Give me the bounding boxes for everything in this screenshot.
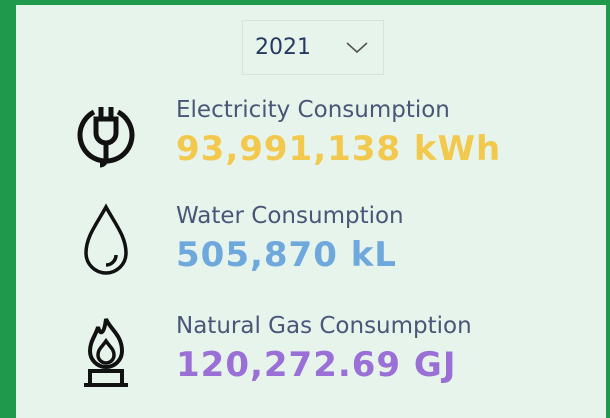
metric-label: Water Consumption <box>176 203 404 229</box>
chevron <box>346 42 368 54</box>
metric-label: Natural Gas Consumption <box>176 313 472 339</box>
year-dropdown[interactable]: 2021 <box>242 20 384 75</box>
plug-icon <box>77 107 135 168</box>
year-value: 2021 <box>255 35 311 60</box>
metric: Natural Gas Consumption 120,272.69 GJ <box>76 313 596 403</box>
metric-value: 120,272.69 GJ <box>176 345 457 385</box>
drop-icon <box>84 203 128 275</box>
metric-value: 505,870 kL <box>176 235 397 275</box>
metric: Electricity Consumption 93,991,138 kWh <box>76 97 596 187</box>
metric-label: Electricity Consumption <box>176 97 450 123</box>
metric-value: 93,991,138 kWh <box>176 129 502 169</box>
card: 2021 Electricity Consumption 93,991,138 … <box>16 5 606 418</box>
gas-icon <box>84 313 128 387</box>
metric: Water Consumption 505,870 kL <box>76 203 596 293</box>
